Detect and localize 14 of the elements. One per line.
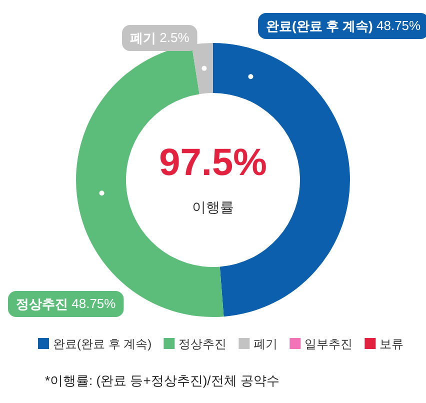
data-label: 48.75% [376, 18, 422, 34]
data-label: 48.75% [72, 296, 116, 312]
text: *이행률: (완료 등+정상추진)/전체 공약수 [45, 373, 280, 388]
data-label: 2.5% [160, 30, 190, 46]
legend-label: 완료(완료 후 계속) [53, 337, 152, 351]
text: 이행률 [192, 199, 234, 215]
slice-label: 폐기 [130, 30, 156, 46]
slice-label: 완료(완료 후 계속) [266, 18, 373, 34]
slice-label: 정상추진 [16, 296, 68, 312]
legend-label: 폐기 [254, 337, 278, 351]
legend-label: 일부추진 [304, 337, 353, 351]
legend-label: 정상추진 [178, 337, 227, 351]
legend-label: 보류 [380, 337, 404, 351]
text: 97.5% [159, 142, 267, 184]
